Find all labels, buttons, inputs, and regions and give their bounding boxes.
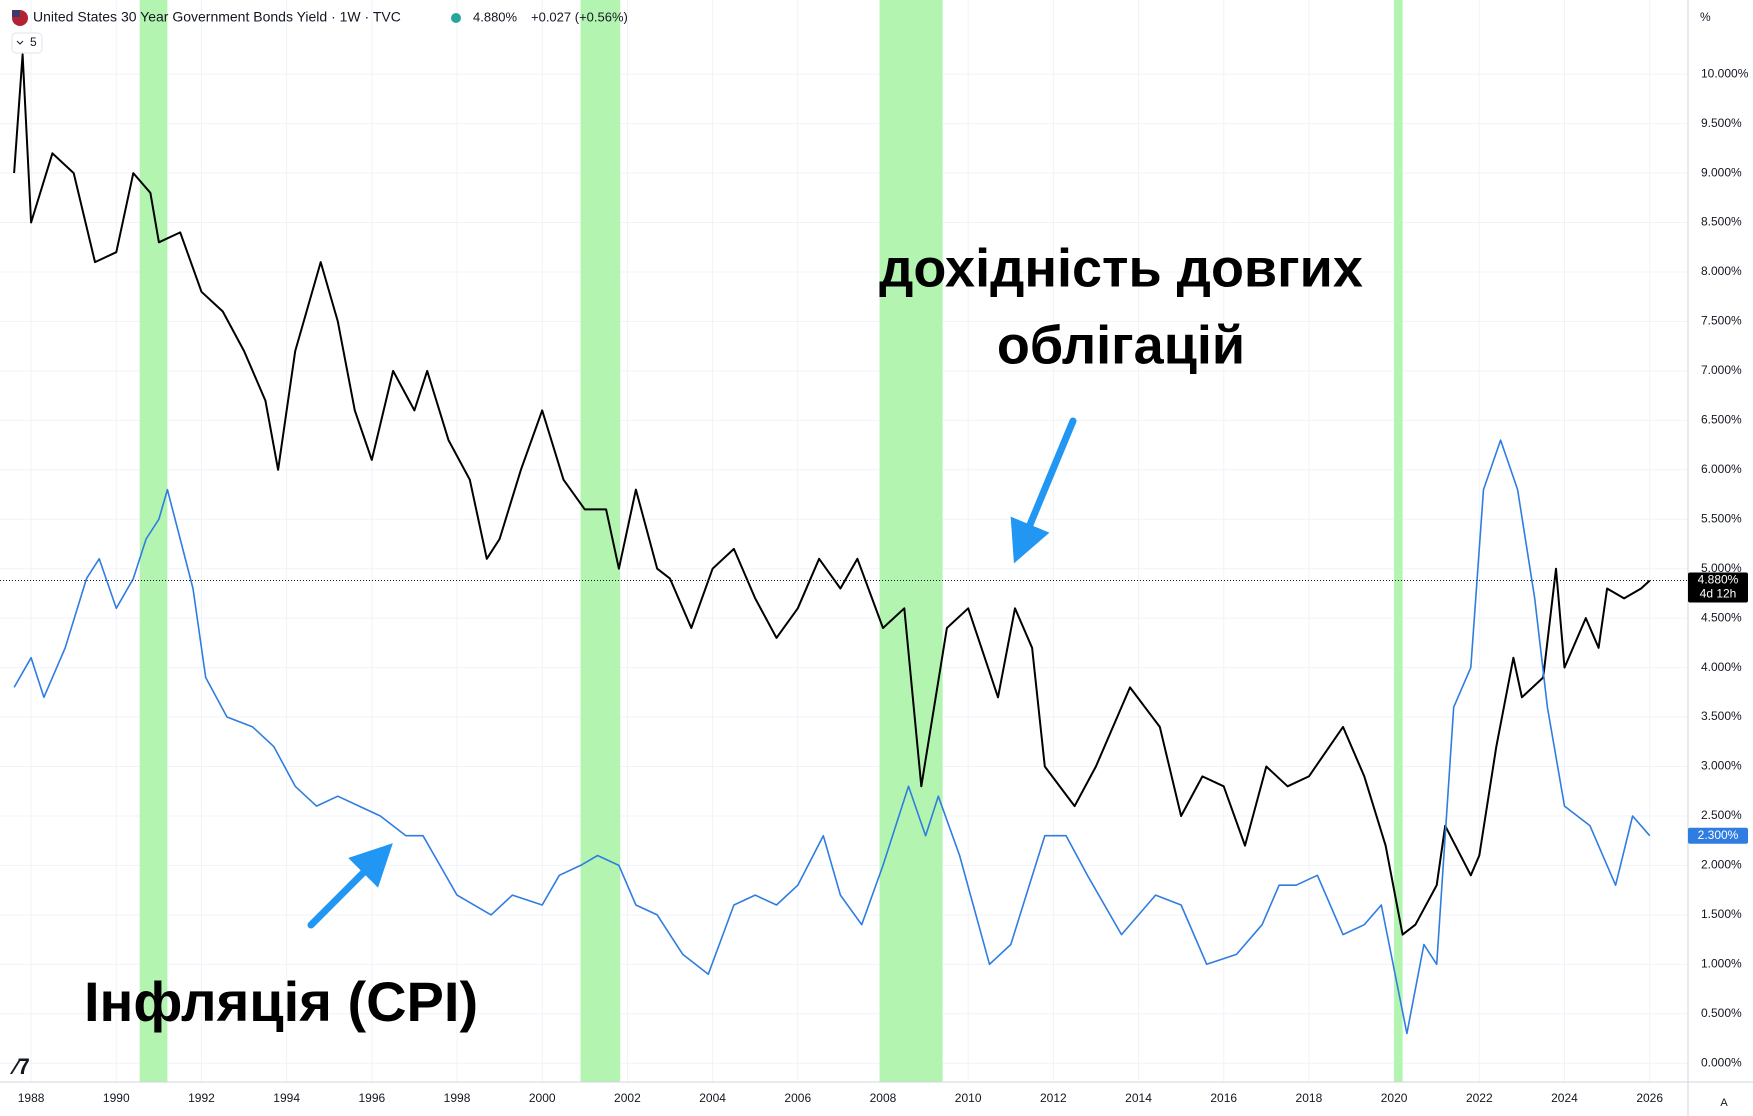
indicator-count: 5 <box>30 35 37 49</box>
y-tick-label: 1.500% <box>1701 907 1742 921</box>
y-tick-label: 3.000% <box>1701 759 1742 773</box>
x-tick-label: 2004 <box>699 1091 726 1105</box>
auto-scale-button[interactable]: A <box>1720 1097 1728 1109</box>
y-tick-label: 8.500% <box>1701 215 1742 229</box>
annotation-arrow <box>307 843 393 929</box>
shaded-range <box>879 0 943 1082</box>
indicator-toggle-box[interactable] <box>11 32 43 54</box>
header-price: 4.880% <box>473 9 518 24</box>
y-tick-label: 10.000% <box>1701 66 1749 80</box>
chevron-icon <box>16 40 24 45</box>
y-tick-label: 9.500% <box>1701 116 1742 130</box>
header-change: +0.027 (+0.56%) <box>531 9 628 24</box>
x-tick-label: 2010 <box>955 1091 982 1105</box>
y-tick-label: 0.500% <box>1701 1006 1742 1020</box>
annotation-text: дохідність довгих <box>879 238 1363 298</box>
logo: ⁄7 <box>9 1054 30 1079</box>
flag-icon-canton <box>12 10 20 17</box>
shaded-range <box>139 0 168 1082</box>
unit-label: % <box>1700 10 1711 24</box>
y-tick-label: 5.500% <box>1701 511 1742 525</box>
symbol-title: United States 30 Year Government Bonds Y… <box>33 9 401 25</box>
x-tick-label: 1994 <box>273 1091 300 1105</box>
y-tick-label: 1.000% <box>1701 956 1742 970</box>
last-value-label: 2.300% <box>1698 828 1739 842</box>
y-tick-label: 4.500% <box>1701 610 1742 624</box>
x-tick-label: 2000 <box>529 1091 556 1105</box>
x-tick-label: 2002 <box>614 1091 641 1105</box>
y-tick-label: 5.000% <box>1701 561 1742 575</box>
x-tick-label: 2026 <box>1636 1091 1663 1105</box>
annotation-text: облігацій <box>997 315 1245 375</box>
x-tick-label: 1988 <box>18 1091 45 1105</box>
annotation-text: Інфляція (CPI) <box>84 970 478 1033</box>
x-tick-label: 1996 <box>358 1091 385 1105</box>
y-tick-label: 7.000% <box>1701 363 1742 377</box>
x-tick-label: 1990 <box>103 1091 130 1105</box>
y-tick-label: 6.500% <box>1701 413 1742 427</box>
y-tick-label: 2.000% <box>1701 858 1742 872</box>
y-tick-label: 2.500% <box>1701 808 1742 822</box>
shaded-range <box>1394 0 1403 1082</box>
y-tick-label: 9.000% <box>1701 165 1742 179</box>
last-value-badge <box>1688 572 1748 603</box>
last-value-label: 4.880% <box>1698 573 1739 587</box>
y-tick-label: 6.000% <box>1701 462 1742 476</box>
market-status-dot <box>451 13 461 23</box>
y-tick-label: 8.000% <box>1701 264 1742 278</box>
y-tick-label: 0.000% <box>1701 1055 1742 1069</box>
x-tick-label: 2006 <box>784 1091 811 1105</box>
x-tick-label: 2018 <box>1296 1091 1323 1105</box>
indicator-toggle[interactable]: 5 <box>11 32 43 54</box>
x-tick-label: 2022 <box>1466 1091 1493 1105</box>
x-tick-label: 2012 <box>1040 1091 1067 1105</box>
x-tick-label: 1992 <box>188 1091 215 1105</box>
annotation-arrow <box>1010 417 1077 564</box>
countdown-label: 4d 12h <box>1700 587 1737 601</box>
x-tick-label: 2020 <box>1381 1091 1408 1105</box>
series-line <box>13 53 1651 936</box>
shaded-range <box>580 0 621 1082</box>
x-tick-label: 2008 <box>870 1091 897 1105</box>
y-tick-label: 7.500% <box>1701 314 1742 328</box>
x-tick-label: 1998 <box>444 1091 471 1105</box>
y-tick-label: 4.000% <box>1701 660 1742 674</box>
y-tick-label: 3.500% <box>1701 709 1742 723</box>
x-tick-label: 2016 <box>1210 1091 1237 1105</box>
x-tick-label: 2014 <box>1125 1091 1152 1105</box>
x-tick-label: 2024 <box>1551 1091 1578 1105</box>
last-value-badge <box>1688 827 1748 844</box>
series-line <box>13 439 1651 1035</box>
plot-area <box>0 0 1688 1082</box>
